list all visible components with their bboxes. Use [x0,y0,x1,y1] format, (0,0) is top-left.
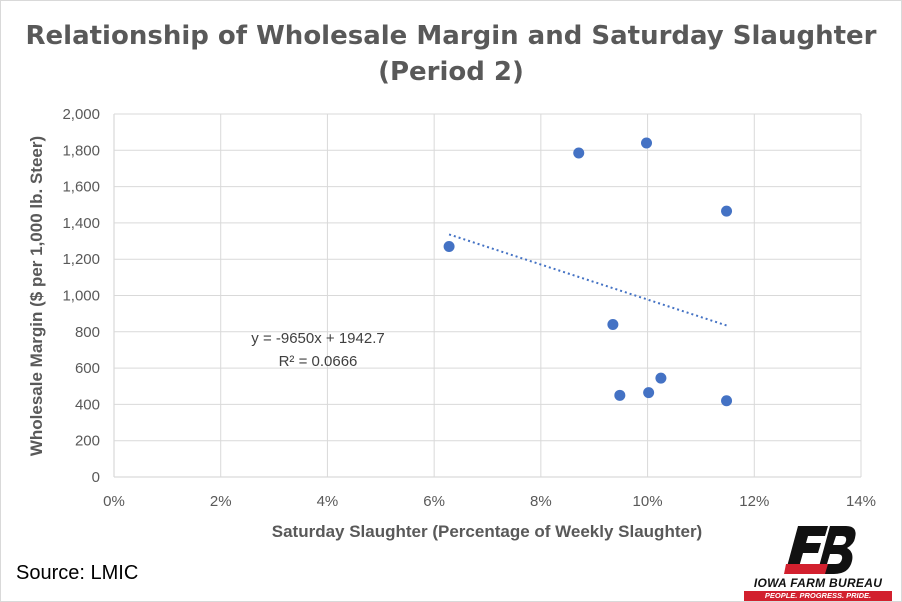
x-tick-label: 14% [846,493,876,510]
x-tick-label: 8% [530,493,552,510]
logo-wordmark: IOWA FARM BUREAU [753,576,883,590]
data-point [655,372,667,384]
data-point [641,137,653,149]
chart-title-line-1: Relationship of Wholesale Margin and Sat… [25,21,877,51]
iowa-farm-bureau-logo: IOWA FARM BUREAU PEOPLE. PROGRESS. PRIDE… [742,518,894,601]
x-axis-title: Saturday Slaughter (Percentage of Weekly… [272,522,702,541]
data-point [573,147,585,159]
x-tick-label: 10% [633,493,663,510]
x-tick-label: 12% [739,493,769,510]
trendline-layer [448,233,727,327]
x-tick-label: 6% [423,493,445,510]
data-points [443,137,733,407]
y-tick-label: 0 [92,469,100,486]
x-tick-label: 4% [317,493,339,510]
source-note: Source: LMIC [16,562,139,584]
logo-tagline: PEOPLE. PROGRESS. PRIDE. [744,591,892,601]
data-point [721,395,733,407]
data-point [721,205,733,217]
data-point [614,389,626,401]
chart-title-line-2: (Period 2) [378,57,524,87]
data-point [443,240,455,252]
farm-bureau-fb-icon [784,526,856,574]
x-tick-label: 0% [103,493,125,510]
y-axis-title: Wholesale Margin ($ per 1,000 lb. Steer) [27,136,46,456]
axis-tick-labels: 0 200 400 600 800 1,000 1,200 1,400 1,600 1,800 2,… [62,106,876,510]
x-tick-label: 2% [210,493,232,510]
trendline-r-squared: R² = 0.0666 [279,353,358,370]
y-tick-label: 800 [75,324,100,341]
y-tick-label: 600 [75,360,100,377]
y-tick-label: 1,200 [62,251,100,268]
y-tick-label: 1,400 [62,215,100,232]
axes [113,114,861,478]
trendline [448,233,727,327]
data-point [607,319,619,331]
y-tick-label: 200 [75,433,100,450]
y-tick-label: 400 [75,396,100,413]
chart-title: Relationship of Wholesale Margin and Sat… [0,18,902,90]
y-tick-label: 1,000 [62,288,100,305]
y-tick-label: 1,600 [62,179,100,196]
data-point [643,387,655,399]
grid-lines [114,113,862,477]
trendline-equation: y = -9650x + 1942.7 [251,330,384,347]
y-tick-label: 2,000 [62,106,100,123]
y-tick-label: 1,800 [62,142,100,159]
